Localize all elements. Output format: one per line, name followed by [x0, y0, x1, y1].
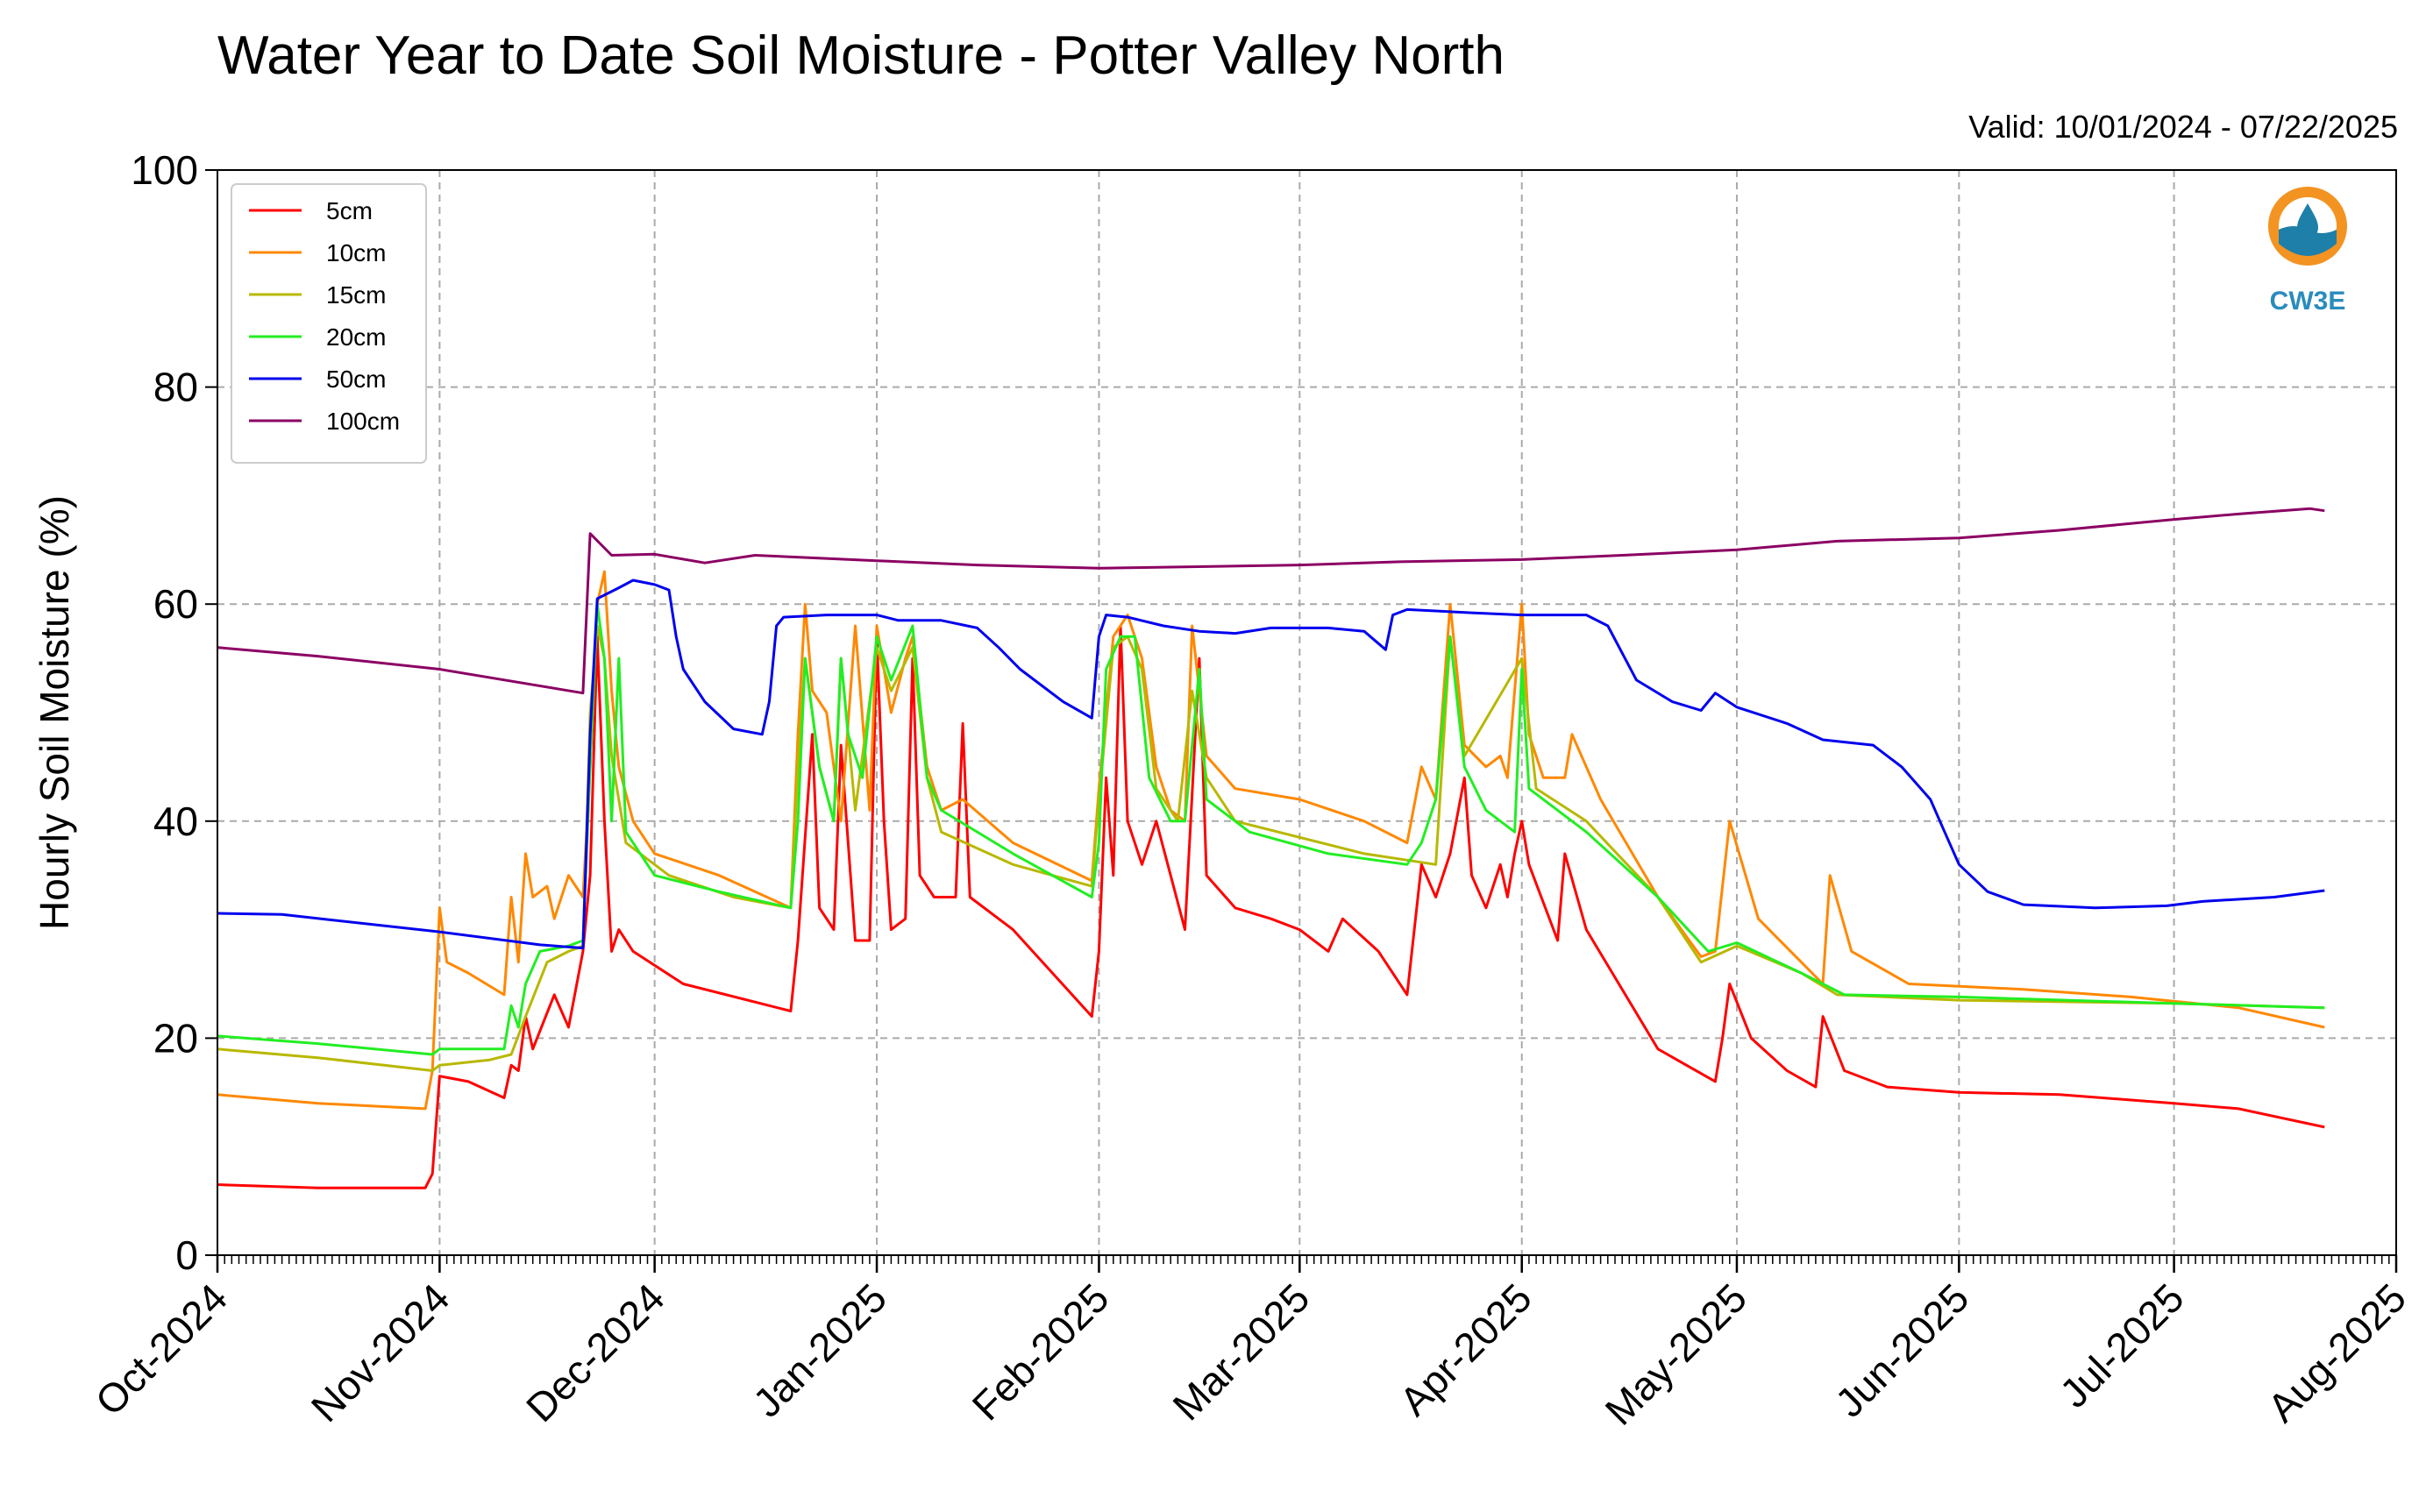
legend-label-15cm: 15cm	[326, 281, 386, 309]
chart-title: Water Year to Date Soil Moisture - Potte…	[217, 25, 1505, 86]
legend-label-50cm: 50cm	[326, 366, 386, 393]
valid-date-range: Valid: 10/01/2024 - 07/22/2025	[1968, 109, 2398, 145]
y-axis: 0 20 40 60 80 100	[131, 147, 217, 1278]
x-axis: Oct-2024 Nov-2024 Dec-2024 Jan-2025 Feb-2025…	[87, 1255, 2415, 1434]
legend-label-10cm: 10cm	[326, 239, 386, 266]
x-tick-label: Jul-2025	[2051, 1274, 2193, 1416]
x-tick-label: Nov-2024	[302, 1274, 459, 1430]
series-lines	[217, 507, 2325, 1189]
x-tick-label: Mar-2025	[1163, 1274, 1318, 1429]
plot-frame	[217, 169, 2397, 1256]
series-line-100cm	[217, 507, 2325, 695]
minor-ticks	[217, 1255, 2397, 1264]
x-tick-label: Oct-2024	[87, 1274, 237, 1424]
x-minor-ticks	[217, 1255, 2397, 1264]
y-tick-label: 40	[153, 799, 198, 844]
logo-text: CW3E	[2270, 287, 2346, 316]
x-tick-label: Feb-2025	[964, 1274, 1118, 1429]
grid	[217, 170, 2396, 1255]
logo-water-icon	[2279, 226, 2337, 256]
x-tick-label: May-2025	[1597, 1274, 1755, 1433]
legend-label-20cm: 20cm	[326, 323, 386, 351]
series-line-5cm	[217, 624, 2325, 1189]
x-tick-label: Aug-2025	[2259, 1274, 2415, 1430]
legend: 5cm 10cm 15cm 20cm 50cm 100cm	[231, 183, 427, 464]
series-line-10cm	[217, 570, 2325, 1111]
y-axis-title: Hourly Soil Moisture (%)	[32, 495, 77, 930]
legend-label-5cm: 5cm	[326, 197, 373, 224]
x-tick-label: Jun-2025	[1826, 1274, 1977, 1425]
series-line-50cm	[217, 579, 2325, 950]
y-tick-label: 60	[153, 581, 198, 627]
x-tick-label: Apr-2025	[1391, 1274, 1540, 1424]
x-tick-label: Dec-2024	[517, 1274, 673, 1430]
y-tick-label: 80	[153, 365, 198, 410]
y-tick-label: 20	[153, 1015, 198, 1061]
y-tick-label: 0	[175, 1232, 198, 1278]
cw3e-logo: CW3E	[2268, 187, 2347, 316]
logo-drop-icon	[2297, 203, 2318, 238]
y-tick-label: 100	[131, 147, 198, 193]
series-line-15cm	[217, 624, 2325, 1072]
x-tick-label: Jan-2025	[744, 1274, 895, 1425]
legend-label-100cm: 100cm	[326, 408, 400, 435]
